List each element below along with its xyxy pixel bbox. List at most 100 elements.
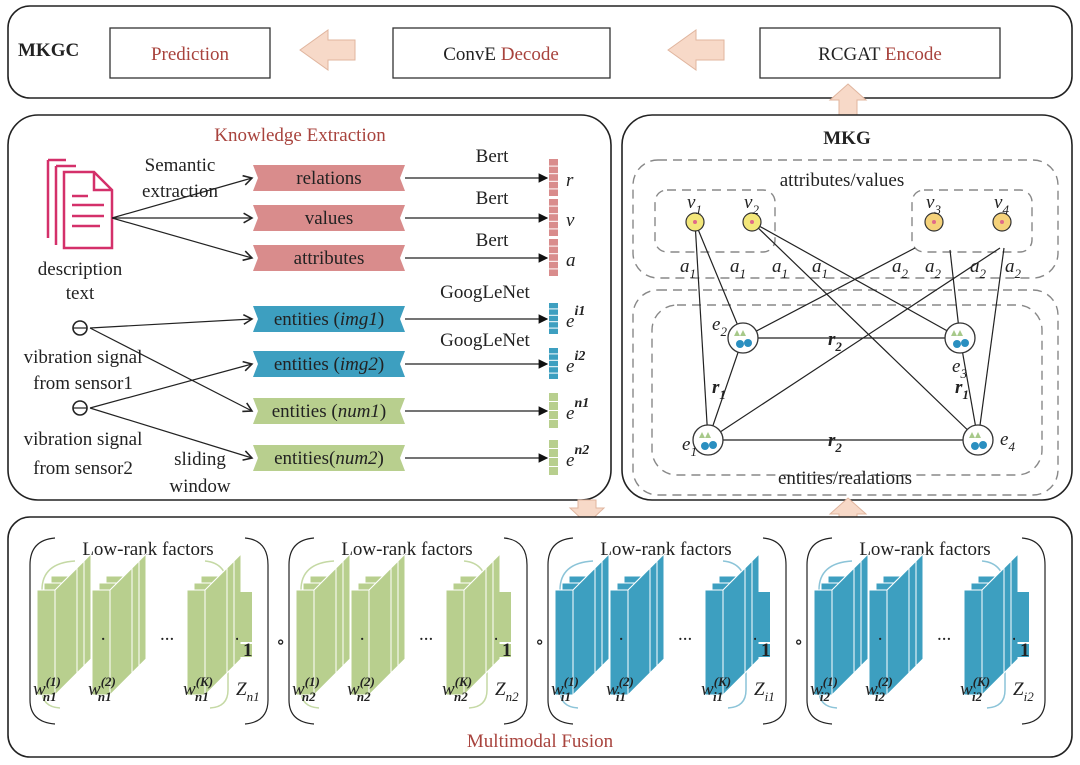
embedding-label: ei1 xyxy=(566,304,585,332)
embedding-cell xyxy=(549,199,558,206)
embedding-cell xyxy=(549,328,558,334)
z-label: Zi2 xyxy=(1013,679,1034,704)
compose-operator: ∘ xyxy=(276,632,285,653)
embedding-cell xyxy=(549,303,558,309)
embedding-cell xyxy=(549,181,558,189)
embedding-label: a xyxy=(566,250,576,271)
entity-label: e1 xyxy=(682,434,697,459)
entity-node xyxy=(962,424,994,456)
embedding-label: v xyxy=(566,210,575,231)
entity-node xyxy=(692,424,724,456)
sliding-label: sliding xyxy=(174,449,226,470)
graph-edge xyxy=(707,247,1001,441)
embedding-cell xyxy=(549,354,558,360)
sensor1-label-1: vibration signal xyxy=(24,347,143,368)
ellipsis: ... xyxy=(678,624,692,645)
compose-operator: ∘ xyxy=(535,632,544,653)
low-rank-factors-label: Low-rank factors xyxy=(82,539,213,560)
knowledge-extraction-title: Knowledge Extraction xyxy=(214,125,386,146)
embedding-cell xyxy=(549,269,558,276)
extraction-box-label: entities (img2) xyxy=(274,354,384,375)
decode-label: ConvE Decode xyxy=(443,44,559,65)
extraction-box-label: relations xyxy=(296,168,361,189)
embedding-cell xyxy=(549,214,558,221)
embedding-label: ei2 xyxy=(566,349,585,377)
graph-edge xyxy=(977,247,1005,441)
embedding-label: r xyxy=(566,170,574,191)
embedding-cell xyxy=(549,322,558,328)
extraction-box-label: values xyxy=(305,208,354,229)
embedding-cell xyxy=(549,440,558,448)
extraction-box xyxy=(253,351,405,377)
factor-label: w(1) i1 xyxy=(551,674,579,704)
extraction-box-label: entities (num1) xyxy=(272,401,387,422)
attribute-edge-label: a2 xyxy=(970,256,987,281)
ellipsis: ... xyxy=(937,624,951,645)
extraction-row: entities (img1) ei1 xyxy=(253,303,585,334)
extraction-row: attributes a xyxy=(253,239,576,276)
embedding-cell xyxy=(549,309,558,315)
extraction-box xyxy=(253,306,405,332)
semantic-label: Semantic xyxy=(145,155,216,176)
value-label: v1 xyxy=(687,192,702,217)
window-label: window xyxy=(169,476,231,497)
dot: · xyxy=(618,629,624,650)
graph-edge xyxy=(707,337,744,441)
encode-box xyxy=(759,27,1001,79)
multimodal-fusion-title: Multimodal Fusion xyxy=(467,731,614,752)
low-rank-factors-label: Low-rank factors xyxy=(600,539,731,560)
sensor2-label-1: vibration signal xyxy=(24,429,143,450)
left-bracket xyxy=(547,537,574,725)
attribute-edge-label: a2 xyxy=(1005,256,1022,281)
embedding-cell xyxy=(549,360,558,367)
attribute-edge-label: a1 xyxy=(680,256,696,281)
extraction-row: entities (num1) en1 xyxy=(253,393,589,428)
graph-edge xyxy=(694,221,744,339)
embedding-cell xyxy=(549,229,558,236)
factor-label: w(K) n1 xyxy=(183,674,213,704)
knowledge-extraction-panel: Knowledge Extraction Semantic extraction… xyxy=(7,114,612,501)
googlenet-label: GoogLeNet xyxy=(440,330,530,351)
graph-edge xyxy=(742,247,916,339)
embedding-cell xyxy=(549,467,558,475)
embedding-cell xyxy=(549,348,558,354)
attributes-values-label: attributes/values xyxy=(780,170,905,191)
arrow-left-icon xyxy=(299,29,356,71)
entity-node xyxy=(944,322,976,354)
graph-edge xyxy=(751,221,979,441)
embedding-cell xyxy=(549,373,558,379)
dot: · xyxy=(234,629,240,650)
extraction-row: relations r xyxy=(253,159,574,196)
attribute-edge-label: a1 xyxy=(812,256,828,281)
embedding-cell xyxy=(549,411,558,419)
z-label: Zn1 xyxy=(236,679,260,704)
right-bracket xyxy=(762,537,787,725)
extraction-box-label: entities(num2) xyxy=(274,448,384,469)
embedding-cell xyxy=(549,174,558,181)
z-one-label: 1 xyxy=(243,640,253,661)
embedding-cell xyxy=(549,246,558,254)
graph-edge xyxy=(751,221,961,339)
embedding-cell xyxy=(549,239,558,246)
value-label: v3 xyxy=(926,192,941,217)
embedding-cell xyxy=(549,402,558,410)
googlenet-label: GoogLeNet xyxy=(440,282,530,303)
extraction-box-label: entities (img1) xyxy=(274,309,384,330)
embedding-cell xyxy=(549,159,558,166)
prediction-box xyxy=(109,27,271,79)
embedding-cell xyxy=(549,254,558,261)
attribute-edge-label: a2 xyxy=(925,256,942,281)
embedding-label: en2 xyxy=(566,443,589,471)
attribute-edge-label: a1 xyxy=(730,256,746,281)
z-vector xyxy=(1015,592,1029,642)
embedding-cell xyxy=(549,458,558,466)
embedding-cell xyxy=(549,189,558,196)
graph-edge xyxy=(694,221,709,441)
embedding-cell xyxy=(549,393,558,401)
bert-label: Bert xyxy=(476,188,509,209)
mkg-panel: MKG attributes/values entities/realation… xyxy=(621,114,1073,501)
factor-label: w(2) i2 xyxy=(865,674,893,704)
description-label: description xyxy=(38,259,123,280)
z-one-label: 1 xyxy=(502,640,512,661)
